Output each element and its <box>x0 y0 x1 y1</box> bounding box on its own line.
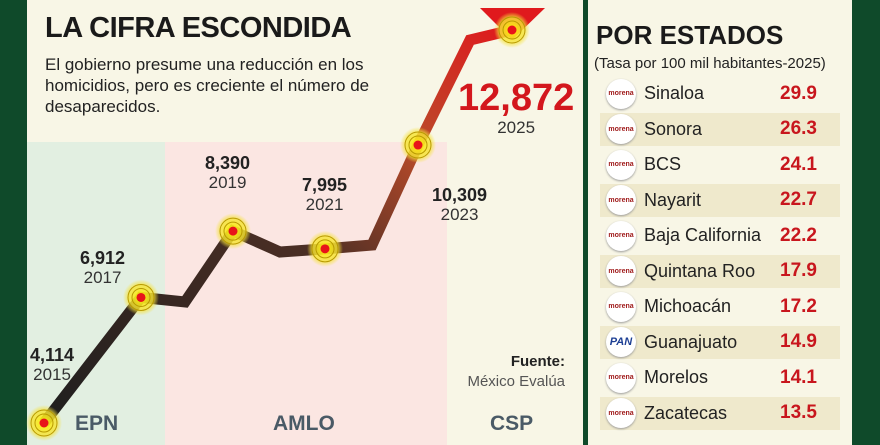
point-ring <box>311 235 339 263</box>
page-title: LA CIFRA ESCONDIDA <box>45 12 352 44</box>
series-line <box>39 24 514 427</box>
state-name: Guanajuato <box>644 331 738 352</box>
state-rate: 17.2 <box>780 295 817 317</box>
state-name: BCS <box>644 154 682 174</box>
state-rate: 14.1 <box>780 366 817 388</box>
state-name: Zacatecas <box>644 402 728 423</box>
subtitle: El gobierno presume una reducción en los… <box>45 55 370 116</box>
label-2025: 12,872 2025 <box>458 77 575 137</box>
state-rate: 22.2 <box>780 224 817 246</box>
period-amlo: AMLO <box>273 412 335 435</box>
label-2023: 10,309 2023 <box>432 185 488 224</box>
state-rate: 26.3 <box>780 118 817 139</box>
party-logo-icon: morena <box>606 256 636 286</box>
state-name: Baja California <box>644 225 762 245</box>
states-title: POR ESTADOS <box>596 20 784 50</box>
state-row: morena Zacatecas 13.5 <box>600 396 840 430</box>
point-dot <box>320 244 330 254</box>
point-ring <box>34 413 54 433</box>
state-name: Sinaloa <box>644 83 705 103</box>
point-ring <box>502 20 522 40</box>
state-rate: 29.9 <box>780 82 817 104</box>
point-dot <box>39 418 49 428</box>
state-rate: 22.7 <box>780 189 817 210</box>
point-ring <box>219 217 247 245</box>
state-row: PAN Guanajuato 14.9 <box>600 325 840 359</box>
point-dot <box>413 140 423 150</box>
state-row: morena Nayarit 22.7 <box>600 183 840 217</box>
party-logo-icon: PAN <box>606 327 636 357</box>
state-rate: 14.9 <box>780 331 817 352</box>
party-logo-icon: morena <box>606 398 636 428</box>
state-name: Nayarit <box>644 189 702 210</box>
source: Fuente: México Evalúa <box>467 353 565 390</box>
state-name: Morelos <box>644 367 709 387</box>
period-csp: CSP <box>490 412 534 435</box>
state-rate: 13.5 <box>780 402 817 423</box>
point-dot <box>136 292 146 302</box>
party-logo-icon: morena <box>606 114 636 144</box>
point-ring <box>131 287 151 307</box>
period-epn: EPN <box>75 412 119 435</box>
state-row: morena Sonora 26.3 <box>600 112 840 146</box>
point-ring <box>127 283 155 311</box>
state-row: morena Morelos 14.1 <box>600 361 840 394</box>
state-row: morena BCS 24.1 <box>600 148 840 181</box>
state-name: Quintana Roo <box>644 260 756 281</box>
party-logo-icon: morena <box>606 78 636 109</box>
label-2015: 4,114 2015 <box>30 345 75 384</box>
state-row: morena Sinaloa 29.9 <box>600 77 840 110</box>
label-2019: 8,390 2019 <box>205 153 251 192</box>
party-logo-icon: morena <box>606 185 636 215</box>
point-ring <box>404 131 432 159</box>
state-name: Sonora <box>644 118 703 139</box>
label-2021: 7,995 2021 <box>302 175 348 214</box>
point-ring <box>408 135 428 155</box>
state-row: morena Quintana Roo 17.9 <box>600 254 840 288</box>
state-rate: 17.9 <box>780 260 817 281</box>
party-logo-icon: morena <box>606 362 636 393</box>
point-ring <box>498 16 526 44</box>
party-logo-icon: morena <box>606 149 636 180</box>
point-ring <box>223 221 243 241</box>
point-ring <box>30 409 58 437</box>
point-dot <box>228 226 238 236</box>
state-rate: 24.1 <box>780 153 817 175</box>
state-row: morena Michoacán 17.2 <box>600 290 840 323</box>
point-dot <box>507 25 517 35</box>
state-row: morena Baja California 22.2 <box>600 219 840 252</box>
point-ring <box>315 239 335 259</box>
states-subtitle: (Tasa por 100 mil habitantes-2025) <box>594 55 826 72</box>
party-logo-icon: morena <box>606 220 636 251</box>
label-2017: 6,912 2017 <box>80 248 126 287</box>
state-name: Michoacán <box>644 296 732 316</box>
party-logo-icon: morena <box>606 291 636 322</box>
